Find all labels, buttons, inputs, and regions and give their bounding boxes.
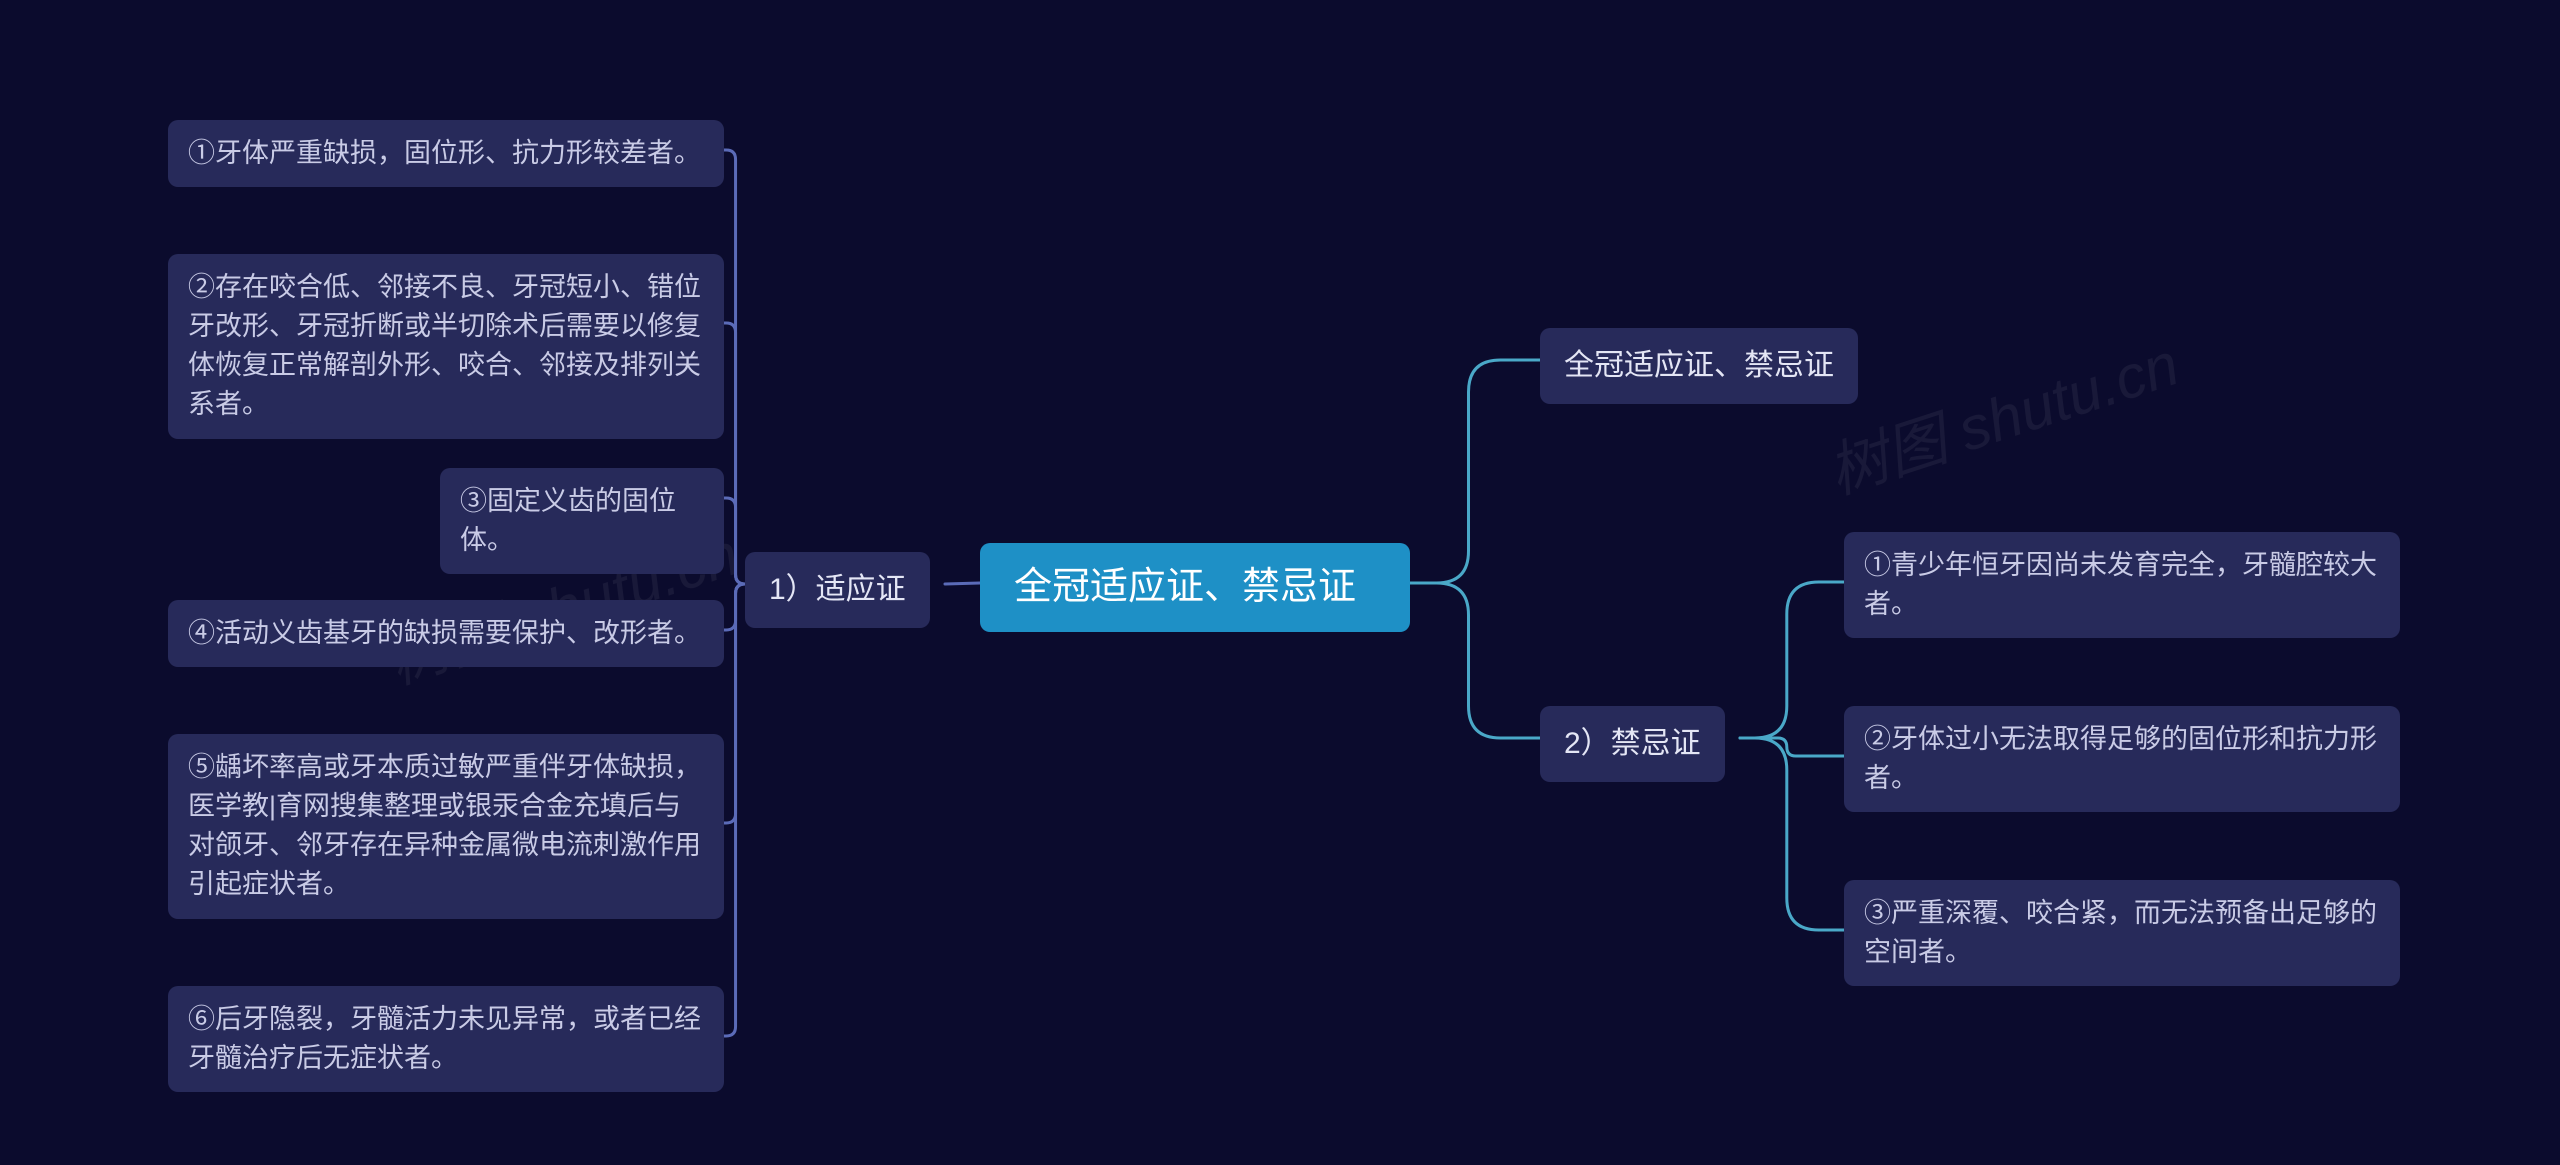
- right-leaf-2[interactable]: ②牙体过小无法取得足够的固位形和抗力形者。: [1844, 706, 2400, 812]
- right-leaf-3-label: ③严重深覆、咬合紧，而无法预备出足够的空间者。: [1864, 898, 2377, 967]
- left-leaf-4-label: ④活动义齿基牙的缺损需要保护、改形者。: [188, 618, 701, 648]
- left-leaf-3-label: ③固定义齿的固位体。: [460, 486, 676, 555]
- right-leaf-1[interactable]: ①青少年恒牙因尚未发育完全，牙髓腔较大者。: [1844, 532, 2400, 638]
- watermark-2: 树图 shutu.cn: [1815, 316, 2188, 511]
- right-leaf-3[interactable]: ③严重深覆、咬合紧，而无法预备出足够的空间者。: [1844, 880, 2400, 986]
- left-leaf-1[interactable]: ①牙体严重缺损，固位形、抗力形较差者。: [168, 120, 724, 187]
- left-category-label: 1）适应证: [769, 573, 906, 606]
- right-leaf-2-label: ②牙体过小无法取得足够的固位形和抗力形者。: [1864, 724, 2377, 793]
- left-leaf-5[interactable]: ⑤龋坏率高或牙本质过敏严重伴牙体缺损，医学教|育网搜集整理或银汞合金充填后与对颌…: [168, 734, 724, 919]
- top-right-label: 全冠适应证、禁忌证: [1564, 349, 1834, 382]
- mindmap-canvas: 树图 shutu.cn 树图 shutu.cn 全冠适应证、禁忌证 全冠适应证、…: [0, 0, 2560, 1165]
- left-leaf-2-label: ②存在咬合低、邻接不良、牙冠短小、错位牙改形、牙冠折断或半切除术后需要以修复体恢…: [188, 272, 701, 419]
- left-leaf-3[interactable]: ③固定义齿的固位体。: [440, 468, 724, 574]
- right-category-label: 2）禁忌证: [1564, 727, 1701, 760]
- left-leaf-4[interactable]: ④活动义齿基牙的缺损需要保护、改形者。: [168, 600, 724, 667]
- top-right-node[interactable]: 全冠适应证、禁忌证: [1540, 328, 1858, 404]
- left-leaf-2[interactable]: ②存在咬合低、邻接不良、牙冠短小、错位牙改形、牙冠折断或半切除术后需要以修复体恢…: [168, 254, 724, 439]
- left-leaf-6-label: ⑥后牙隐裂，牙髓活力未见异常，或者已经牙髓治疗后无症状者。: [188, 1004, 701, 1073]
- right-leaf-1-label: ①青少年恒牙因尚未发育完全，牙髓腔较大者。: [1864, 550, 2377, 619]
- left-leaf-6[interactable]: ⑥后牙隐裂，牙髓活力未见异常，或者已经牙髓治疗后无症状者。: [168, 986, 724, 1092]
- left-category-node[interactable]: 1）适应证: [745, 552, 930, 628]
- left-leaf-5-label: ⑤龋坏率高或牙本质过敏严重伴牙体缺损，医学教|育网搜集整理或银汞合金充填后与对颌…: [188, 752, 701, 899]
- right-category-node[interactable]: 2）禁忌证: [1540, 706, 1725, 782]
- root-label: 全冠适应证、禁忌证: [1014, 566, 1356, 608]
- left-leaf-1-label: ①牙体严重缺损，固位形、抗力形较差者。: [188, 138, 701, 168]
- root-node[interactable]: 全冠适应证、禁忌证: [980, 543, 1410, 632]
